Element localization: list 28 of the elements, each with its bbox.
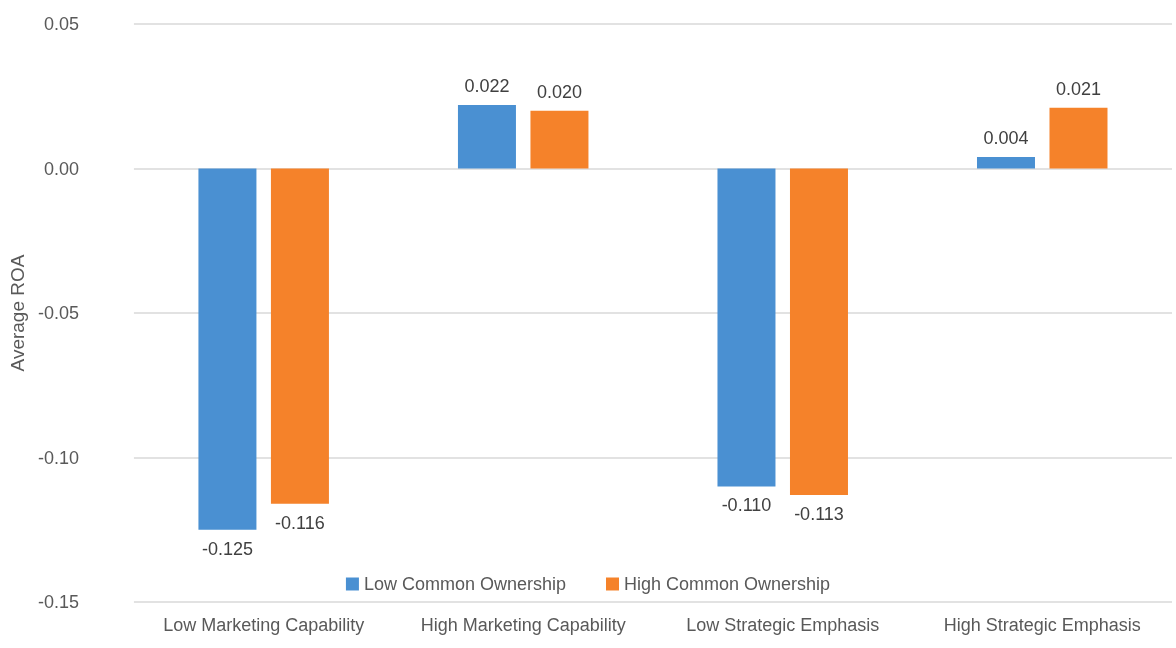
data-label: -0.116 — [275, 512, 325, 533]
bar — [457, 104, 516, 169]
data-label: 0.004 — [983, 127, 1029, 148]
bar — [270, 168, 329, 504]
bar — [976, 156, 1035, 169]
bar — [1049, 107, 1108, 169]
bar — [530, 110, 589, 169]
bar — [717, 168, 776, 487]
y-tick-label: -0.05 — [37, 303, 79, 323]
legend-label: High Common Ownership — [624, 574, 831, 594]
y-tick-label: 0.05 — [43, 14, 79, 34]
data-label: 0.020 — [536, 81, 582, 102]
x-tick-label: High Marketing Capability — [420, 615, 626, 635]
data-label: -0.113 — [794, 504, 844, 525]
y-tick-label: 0.00 — [43, 158, 79, 179]
y-tick-label: -0.15 — [37, 592, 79, 612]
data-label: 0.022 — [464, 75, 510, 96]
legend-label: Low Common Ownership — [363, 574, 566, 594]
x-tick-label: High Strategic Emphasis — [943, 615, 1141, 635]
data-label: 0.021 — [1055, 78, 1102, 99]
bar — [789, 168, 848, 496]
y-axis-title: Average ROA — [7, 254, 28, 372]
data-label: -0.110 — [721, 495, 772, 516]
y-tick-label: -0.10 — [37, 447, 79, 468]
x-tick-label: Low Marketing Capability — [163, 615, 365, 635]
data-label: -0.125 — [201, 538, 253, 559]
x-tick-label: Low Strategic Emphasis — [686, 615, 880, 635]
bar — [198, 168, 257, 530]
